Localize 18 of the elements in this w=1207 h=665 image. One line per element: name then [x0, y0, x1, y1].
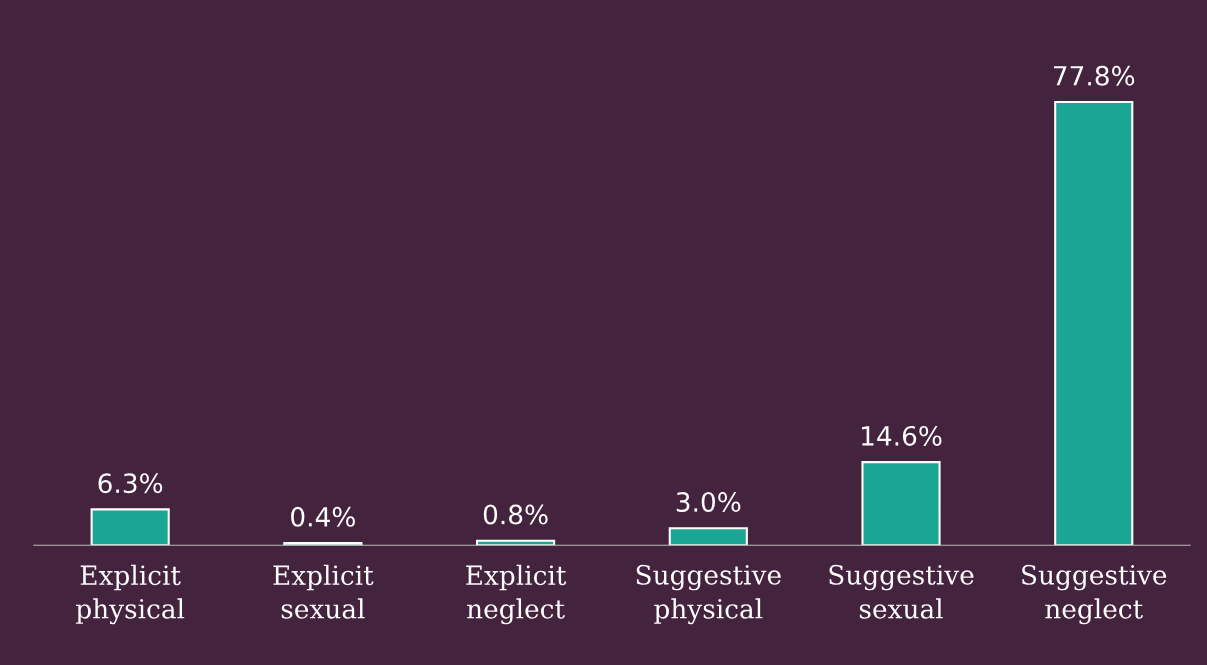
data-label: 14.6% [862, 425, 942, 446]
bar [1054, 100, 1134, 546]
x-tick-label: Explicit sexual [273, 564, 374, 619]
bar [861, 461, 941, 546]
x-tick-label: Explicit neglect [466, 564, 567, 625]
bar [476, 539, 556, 546]
data-label: 0.4% [291, 506, 355, 527]
data-label: 77.8% [1053, 65, 1135, 86]
data-label: 6.3% [98, 473, 163, 494]
bar [90, 508, 170, 546]
x-tick-label: Suggestive sexual [829, 564, 974, 619]
bar [668, 527, 748, 546]
x-tick-label: Explicit physical [76, 564, 185, 625]
bar [283, 541, 363, 546]
x-tick-label: Suggestive physical [636, 564, 781, 625]
data-label: 0.8% [483, 504, 548, 525]
data-label: 3.0% [676, 492, 741, 512]
x-tick-label: Suggestive neglect [1022, 564, 1167, 625]
